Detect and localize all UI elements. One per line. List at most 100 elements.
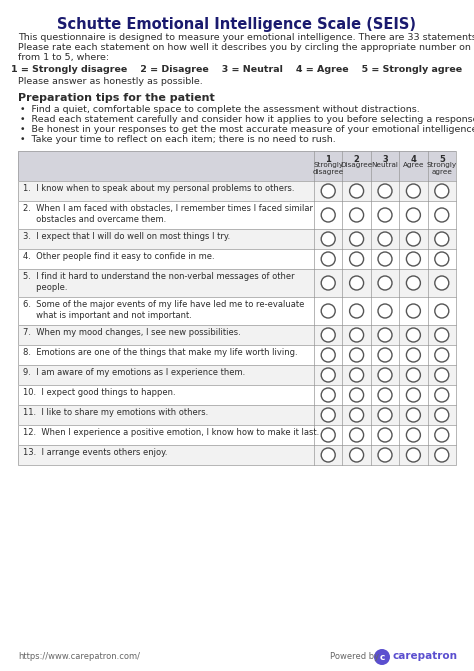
Bar (18, 151, 456, 181)
Text: 2.  When I am faced with obstacles, I remember times I faced similar
     obstac: 2. When I am faced with obstacles, I rem… (23, 204, 313, 225)
Text: •  Read each statement carefully and consider how it applies to you before selec: • Read each statement carefully and cons… (20, 115, 474, 124)
Text: Preparation tips for the patient: Preparation tips for the patient (18, 93, 215, 103)
Bar (18, 325, 456, 345)
Circle shape (321, 304, 335, 318)
Circle shape (350, 408, 364, 422)
Circle shape (321, 428, 335, 442)
Circle shape (406, 184, 420, 198)
Circle shape (378, 448, 392, 462)
Bar (18, 201, 456, 229)
Bar (18, 445, 456, 465)
Circle shape (435, 348, 449, 362)
Circle shape (321, 448, 335, 462)
Circle shape (321, 232, 335, 246)
Bar (18, 249, 456, 269)
Circle shape (378, 368, 392, 382)
Bar (18, 181, 456, 201)
Text: Powered by: Powered by (330, 652, 379, 661)
Circle shape (378, 232, 392, 246)
Text: Agree: Agree (402, 162, 424, 168)
Circle shape (406, 348, 420, 362)
Circle shape (406, 232, 420, 246)
Text: 3.  I expect that I will do well on most things I try.: 3. I expect that I will do well on most … (23, 232, 230, 241)
Text: Schutte Emotional Intelligence Scale (SEIS): Schutte Emotional Intelligence Scale (SE… (57, 17, 417, 32)
Bar (18, 405, 456, 425)
Bar (18, 297, 456, 325)
Bar (18, 365, 456, 385)
Text: 6.  Some of the major events of my life have led me to re-evaluate
     what is : 6. Some of the major events of my life h… (23, 300, 304, 321)
Text: 2: 2 (354, 155, 360, 164)
Circle shape (435, 428, 449, 442)
Bar (18, 269, 456, 297)
Text: 4: 4 (410, 155, 416, 164)
Bar (18, 445, 456, 465)
Circle shape (321, 252, 335, 266)
Text: •  Be honest in your responses to get the most accurate measure of your emotiona: • Be honest in your responses to get the… (20, 125, 474, 134)
Circle shape (321, 328, 335, 342)
Circle shape (378, 184, 392, 198)
Text: 5: 5 (439, 155, 445, 164)
Bar (18, 425, 456, 445)
Circle shape (350, 428, 364, 442)
Circle shape (378, 252, 392, 266)
Circle shape (321, 184, 335, 198)
Circle shape (406, 448, 420, 462)
Bar (18, 229, 456, 249)
Text: 10.  I expect good things to happen.: 10. I expect good things to happen. (23, 388, 176, 397)
Circle shape (406, 388, 420, 402)
Text: 11.  I like to share my emotions with others.: 11. I like to share my emotions with oth… (23, 408, 208, 417)
Bar (18, 201, 456, 229)
Text: from 1 to 5, where:: from 1 to 5, where: (18, 53, 109, 62)
Text: •  Take your time to reflect on each item; there is no need to rush.: • Take your time to reflect on each item… (20, 135, 336, 144)
Text: •  Find a quiet, comfortable space to complete the assessment without distractio: • Find a quiet, comfortable space to com… (20, 105, 420, 114)
Text: 9.  I am aware of my emotions as I experience them.: 9. I am aware of my emotions as I experi… (23, 368, 245, 377)
Text: 4.  Other people find it easy to confide in me.: 4. Other people find it easy to confide … (23, 252, 215, 261)
Circle shape (350, 232, 364, 246)
Bar (18, 249, 456, 269)
Bar (18, 181, 456, 201)
Text: 3: 3 (382, 155, 388, 164)
Circle shape (378, 328, 392, 342)
Circle shape (435, 368, 449, 382)
Circle shape (435, 232, 449, 246)
Circle shape (406, 328, 420, 342)
Text: 1: 1 (325, 155, 331, 164)
Text: Strongly
agree: Strongly agree (427, 162, 457, 175)
Text: Please answer as honestly as possible.: Please answer as honestly as possible. (18, 77, 203, 86)
Circle shape (321, 208, 335, 222)
Circle shape (435, 448, 449, 462)
Bar (18, 385, 456, 405)
Bar (18, 425, 456, 445)
Circle shape (435, 328, 449, 342)
Text: Disagree: Disagree (340, 162, 373, 168)
Circle shape (435, 252, 449, 266)
Circle shape (350, 328, 364, 342)
Circle shape (350, 368, 364, 382)
Circle shape (406, 208, 420, 222)
Circle shape (350, 276, 364, 290)
Circle shape (378, 388, 392, 402)
Bar (18, 325, 456, 345)
Text: 1.  I know when to speak about my personal problems to others.: 1. I know when to speak about my persona… (23, 184, 294, 193)
Circle shape (406, 408, 420, 422)
Circle shape (350, 388, 364, 402)
Circle shape (435, 388, 449, 402)
Circle shape (350, 184, 364, 198)
Circle shape (321, 388, 335, 402)
Circle shape (378, 408, 392, 422)
Circle shape (406, 428, 420, 442)
Circle shape (321, 276, 335, 290)
Bar (18, 385, 456, 405)
Circle shape (350, 252, 364, 266)
Circle shape (378, 304, 392, 318)
Bar (18, 229, 456, 249)
Circle shape (435, 208, 449, 222)
Circle shape (435, 408, 449, 422)
Circle shape (378, 348, 392, 362)
Circle shape (406, 276, 420, 290)
Circle shape (321, 408, 335, 422)
Circle shape (435, 276, 449, 290)
Bar (18, 345, 456, 365)
Text: Strongly
disagree: Strongly disagree (312, 162, 344, 175)
Text: https://www.carepatron.com/: https://www.carepatron.com/ (18, 652, 140, 661)
